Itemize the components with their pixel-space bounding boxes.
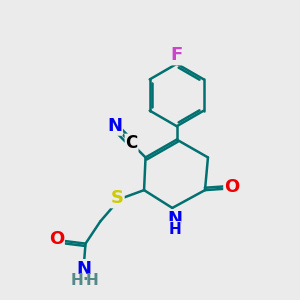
Text: H: H	[168, 222, 181, 237]
Text: O: O	[49, 230, 64, 248]
Text: N: N	[76, 260, 92, 278]
Text: N: N	[167, 210, 182, 228]
Text: ·: ·	[83, 272, 88, 287]
Text: N: N	[107, 117, 122, 135]
Text: S: S	[111, 189, 124, 207]
Text: O: O	[224, 178, 239, 196]
Text: C: C	[125, 134, 138, 152]
Text: H: H	[71, 273, 84, 288]
Text: H: H	[86, 273, 99, 288]
Text: F: F	[171, 46, 183, 64]
